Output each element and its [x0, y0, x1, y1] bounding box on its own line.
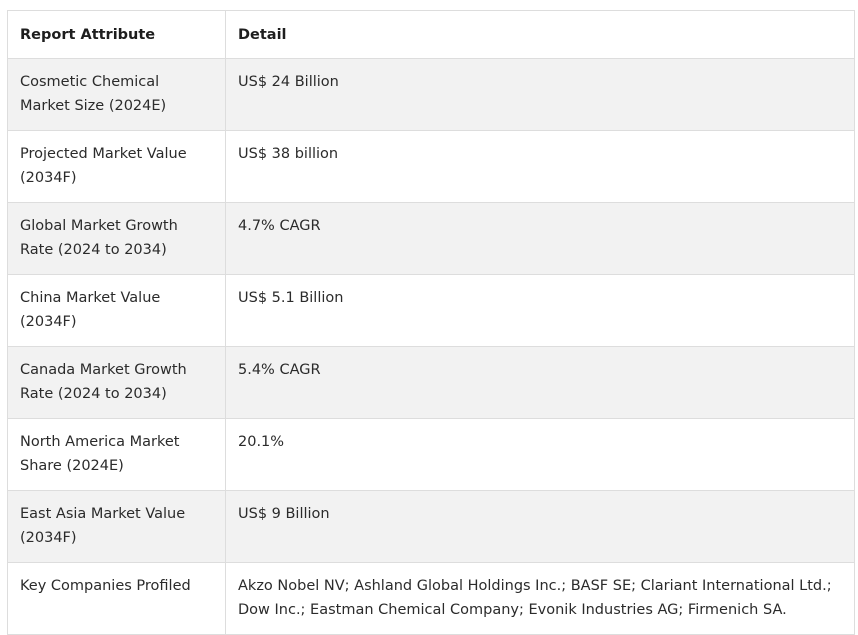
report-attributes-table-container: Report Attribute Detail Cosmetic Chemica…	[7, 10, 855, 635]
detail-cell: US$ 24 Billion	[225, 58, 855, 131]
table-row: Canada Market Growth Rate (2024 to 2034)…	[7, 346, 855, 419]
table-row: Key Companies Profiled Akzo Nobel NV; As…	[7, 562, 855, 635]
attribute-cell: East Asia Market Value (2034F)	[7, 490, 226, 563]
table-row: China Market Value (2034F) US$ 5.1 Billi…	[7, 274, 855, 347]
table-row: Cosmetic Chemical Market Size (2024E) US…	[7, 58, 855, 131]
detail-cell: US$ 5.1 Billion	[225, 274, 855, 347]
report-attributes-table: Report Attribute Detail Cosmetic Chemica…	[7, 10, 855, 635]
attribute-cell: China Market Value (2034F)	[7, 274, 226, 347]
detail-cell: Akzo Nobel NV; Ashland Global Holdings I…	[225, 562, 855, 635]
attribute-cell: Global Market Growth Rate (2024 to 2034)	[7, 202, 226, 275]
column-header-report-attribute: Report Attribute	[7, 10, 226, 59]
attribute-cell: Projected Market Value (2034F)	[7, 130, 226, 203]
detail-cell: 5.4% CAGR	[225, 346, 855, 419]
table-row: North America Market Share (2024E) 20.1%	[7, 418, 855, 491]
table-row: Projected Market Value (2034F) US$ 38 bi…	[7, 130, 855, 203]
detail-cell: 4.7% CAGR	[225, 202, 855, 275]
attribute-cell: Key Companies Profiled	[7, 562, 226, 635]
table-row: Global Market Growth Rate (2024 to 2034)…	[7, 202, 855, 275]
header-row: Report Attribute Detail	[7, 10, 855, 59]
attribute-cell: North America Market Share (2024E)	[7, 418, 226, 491]
table-header: Report Attribute Detail	[7, 10, 855, 59]
detail-cell: US$ 9 Billion	[225, 490, 855, 563]
column-header-detail: Detail	[225, 10, 855, 59]
attribute-cell: Cosmetic Chemical Market Size (2024E)	[7, 58, 226, 131]
detail-cell: US$ 38 billion	[225, 130, 855, 203]
table-row: East Asia Market Value (2034F) US$ 9 Bil…	[7, 490, 855, 563]
attribute-cell: Canada Market Growth Rate (2024 to 2034)	[7, 346, 226, 419]
table-body: Cosmetic Chemical Market Size (2024E) US…	[7, 58, 855, 635]
detail-cell: 20.1%	[225, 418, 855, 491]
